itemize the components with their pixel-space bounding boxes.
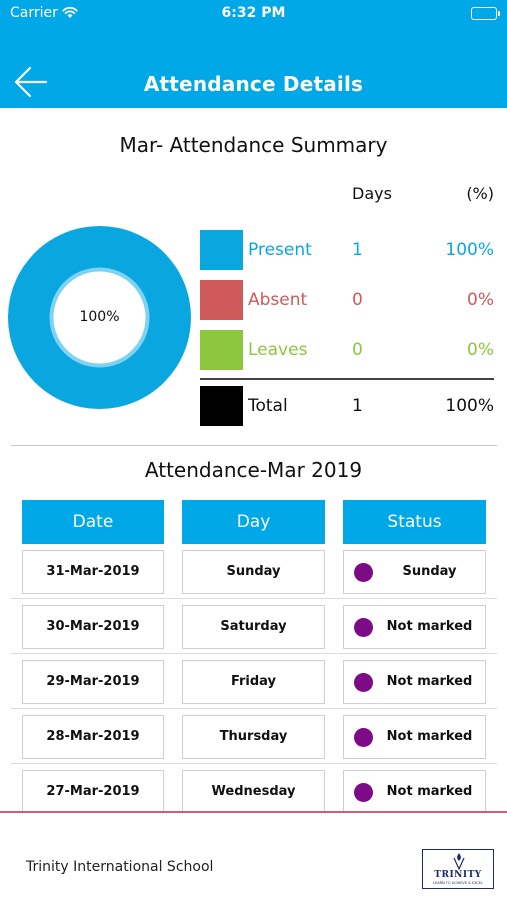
status-dot-icon <box>354 728 373 747</box>
logo-wordmark: TRINITY <box>434 870 482 880</box>
present-percent: 100% <box>445 240 494 260</box>
present-label: Present <box>248 240 312 260</box>
date-cell: 29-Mar-2019 <box>22 660 164 704</box>
footer-divider <box>0 811 507 813</box>
status-dot-icon <box>354 618 373 637</box>
status-text: Not marked <box>386 729 473 744</box>
day-cell: Wednesday <box>182 770 325 814</box>
total-days: 1 <box>352 396 363 416</box>
status-time: 6:32 PM <box>221 5 286 21</box>
date-cell: 27-Mar-2019 <box>22 770 164 814</box>
absent-swatch <box>200 280 243 320</box>
legend-row-total: Total 1 100% <box>200 386 494 426</box>
status-text: Not marked <box>386 674 473 689</box>
school-name: Trinity International School <box>26 859 214 875</box>
row-separator <box>11 708 497 709</box>
absent-days: 0 <box>352 290 363 310</box>
logo-tagline: LEARN TO ACHIEVE & EXCEL <box>433 881 483 885</box>
date-cell: 28-Mar-2019 <box>22 715 164 759</box>
days-column-header: Days <box>352 184 392 203</box>
day-cell: Friday <box>182 660 325 704</box>
legend-row-absent: Absent 0 0% <box>200 280 494 320</box>
percent-column-header: (%) <box>466 184 494 203</box>
day-cell: Saturday <box>182 605 325 649</box>
status-text: Not marked <box>386 619 473 634</box>
day-cell: Thursday <box>182 715 325 759</box>
status-cell: Sunday <box>343 550 486 594</box>
status-cell: Not marked <box>343 715 486 759</box>
legend-row-leaves: Leaves 0 0% <box>200 330 494 370</box>
present-swatch <box>200 230 243 270</box>
carrier-label: Carrier <box>10 5 58 21</box>
status-bar: Carrier 6:32 PM <box>0 0 507 30</box>
date-cell: 30-Mar-2019 <box>22 605 164 649</box>
table-title: Attendance-Mar 2019 <box>144 458 363 482</box>
school-logo: TRINITY LEARN TO ACHIEVE & EXCEL <box>422 849 494 889</box>
absent-percent: 0% <box>467 290 494 310</box>
row-separator <box>11 598 497 599</box>
absent-label: Absent <box>248 290 308 310</box>
page-title: Attendance Details <box>143 72 364 96</box>
row-separator <box>11 763 497 764</box>
leaves-label: Leaves <box>248 340 308 360</box>
status-cell: Not marked <box>343 770 486 814</box>
status-dot-icon <box>354 563 373 582</box>
status-dot-icon <box>354 783 373 802</box>
back-arrow-icon[interactable] <box>12 62 52 102</box>
day-cell: Sunday <box>182 550 325 594</box>
leaves-days: 0 <box>352 340 363 360</box>
leaves-percent: 0% <box>467 340 494 360</box>
donut-hole <box>53 271 146 364</box>
date-column-header: Date <box>22 500 164 544</box>
status-cell: Not marked <box>343 660 486 704</box>
present-days: 1 <box>352 240 363 260</box>
date-cell: 31-Mar-2019 <box>22 550 164 594</box>
total-label: Total <box>248 396 288 416</box>
footer: Trinity International School TRINITY LEA… <box>0 813 507 900</box>
section-divider <box>11 445 497 446</box>
legend-row-present: Present 1 100% <box>200 230 494 270</box>
leaves-swatch <box>200 330 243 370</box>
day-column-header: Day <box>182 500 325 544</box>
total-swatch <box>200 386 243 426</box>
donut-center-label: 100% <box>79 309 120 325</box>
total-percent: 100% <box>445 396 494 416</box>
wifi-icon <box>61 4 79 23</box>
status-cell: Not marked <box>343 605 486 649</box>
summary-title: Mar- Attendance Summary <box>119 133 388 157</box>
torch-icon <box>453 853 465 870</box>
status-column-header: Status <box>343 500 486 544</box>
status-text: Sunday <box>402 564 457 579</box>
nav-bar: Attendance Details <box>0 60 507 104</box>
status-dot-icon <box>354 673 373 692</box>
battery-icon <box>471 7 500 20</box>
status-text: Not marked <box>386 784 473 799</box>
legend-divider <box>200 378 494 380</box>
row-separator <box>11 653 497 654</box>
app-header: Carrier 6:32 PM Attendance Details <box>0 0 507 108</box>
attendance-donut-chart <box>8 226 191 409</box>
